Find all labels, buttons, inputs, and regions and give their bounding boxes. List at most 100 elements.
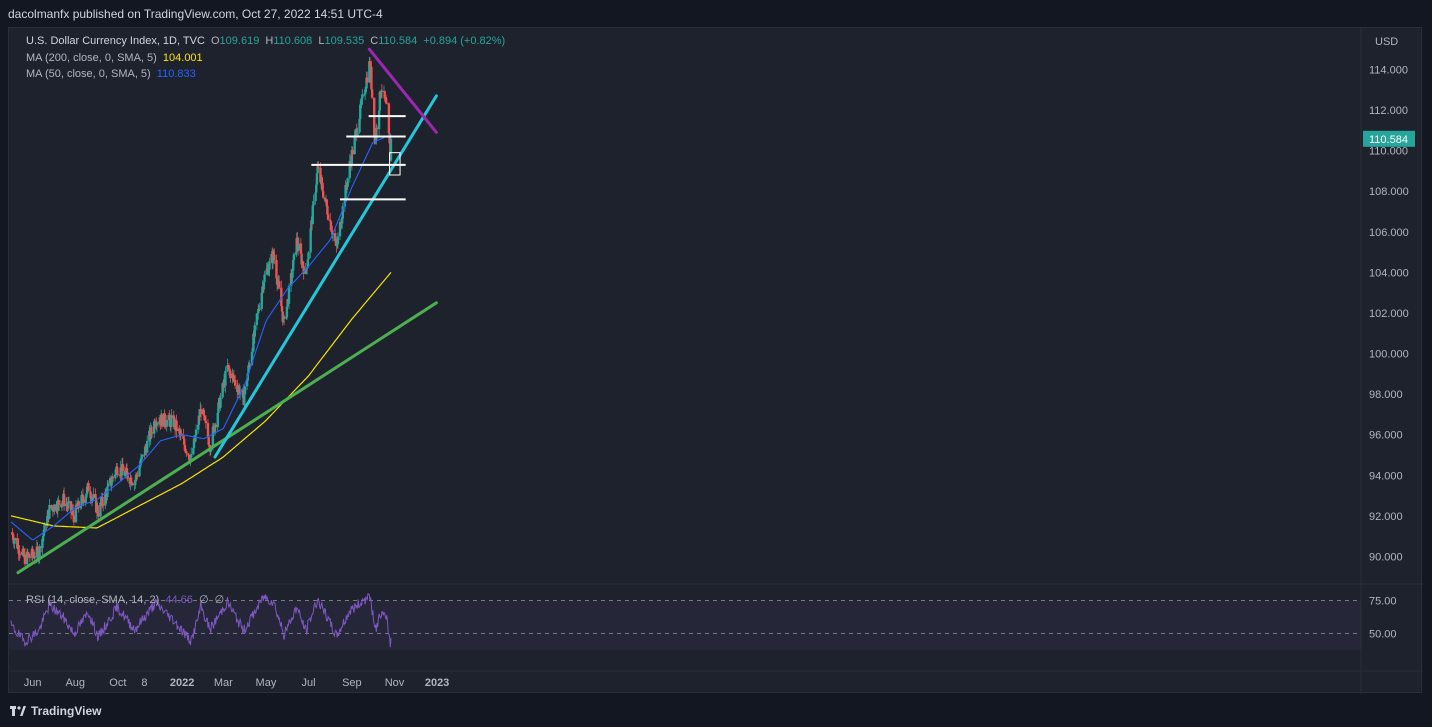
candle-body [25, 551, 29, 565]
candle-body [236, 388, 240, 392]
candle-body [333, 233, 337, 241]
candle-body [139, 464, 142, 468]
candle-body [345, 184, 348, 188]
candle-body [349, 160, 352, 162]
candle-body [302, 266, 305, 274]
candle-body [370, 89, 374, 98]
candle-body [344, 184, 347, 201]
candle-body [140, 457, 143, 459]
candle-body [79, 506, 83, 508]
candle-body [23, 554, 27, 565]
y-tick-label: 102.000 [1369, 308, 1409, 320]
candle-body [111, 477, 114, 483]
candle-body [202, 409, 205, 416]
candle-body [197, 415, 201, 425]
candle-body [245, 380, 249, 387]
y-tick-label: 108.000 [1369, 186, 1409, 198]
candle-body [350, 149, 354, 165]
candle-body [16, 538, 19, 549]
rsi-extra-2: ∅ [214, 594, 225, 606]
candle-body [187, 453, 190, 456]
candle-body [168, 415, 171, 420]
candle-body [124, 472, 127, 477]
candle-body [97, 513, 100, 517]
candle-body [369, 64, 372, 68]
last-price-tag [1363, 130, 1415, 147]
y-tick-label: 100.000 [1369, 349, 1409, 361]
candle-body [251, 351, 254, 353]
rsi-tick-label: 50.00 [1369, 629, 1397, 641]
candle-body [183, 438, 186, 445]
candle-body [273, 254, 276, 260]
candle-body [38, 546, 41, 557]
candle-body [211, 426, 215, 448]
candle-body [20, 551, 24, 555]
candle-body [356, 132, 359, 137]
candle-body [104, 491, 107, 506]
candle-body [278, 281, 281, 288]
candle-body [275, 278, 279, 285]
tradingview-logo[interactable]: TradingView [10, 704, 101, 718]
candle-body [41, 535, 45, 539]
candle-body [192, 448, 195, 455]
candle-body [341, 206, 344, 219]
candle-body [250, 352, 254, 365]
candle-body [294, 252, 298, 255]
candle-body [261, 286, 264, 293]
candle-body [41, 538, 44, 548]
candle-body [271, 251, 275, 264]
candle-body [125, 468, 129, 473]
price-chart[interactable]: 114.000 112.000 110.000 108.000 106.000 104.0… [9, 28, 1423, 694]
y-tick-label: 96.000 [1369, 430, 1403, 442]
candle-body [22, 548, 25, 557]
ohlc-legend: U.S. Dollar Currency Index, 1D, TVC O109… [26, 35, 508, 47]
candle-body [89, 491, 92, 498]
x-tick-label: Sep [342, 677, 362, 689]
candle-body [18, 554, 22, 556]
candle-body [214, 424, 217, 428]
candle-body [384, 98, 387, 100]
candle-body [115, 466, 119, 475]
candle-body [234, 380, 237, 386]
ma200-label: MA (200, close, 0, SMA, 5) [26, 52, 157, 64]
candle-body [326, 214, 330, 220]
y-tick-label: 92.000 [1369, 511, 1403, 523]
candle-body [299, 243, 303, 254]
candle-body [257, 308, 260, 314]
chart-panel[interactable]: 114.000 112.000 110.000 108.000 106.000 104.0… [8, 27, 1423, 694]
candle-body [321, 182, 324, 192]
last-price-label: 110.584 [1369, 134, 1408, 146]
candle-body [152, 421, 156, 434]
candle-body [255, 313, 259, 326]
candle-body [143, 446, 147, 456]
candle-body [99, 502, 102, 517]
candle-body [253, 325, 256, 337]
candle-body [228, 369, 231, 371]
candle-body [170, 415, 173, 419]
y-tick-label: 98.000 [1369, 389, 1403, 401]
candle-body [252, 333, 255, 352]
candle-body [194, 435, 197, 442]
candle-body [389, 138, 393, 161]
trendline-purple [367, 47, 438, 134]
candle-body [297, 243, 300, 251]
candle-body [345, 186, 349, 188]
candle-body [165, 420, 168, 427]
candle-body [335, 240, 338, 246]
candle-body [74, 504, 78, 523]
candle-body [309, 228, 312, 253]
candle-body [183, 444, 187, 451]
candle-body [285, 306, 289, 318]
axis-unit-label: USD [1375, 36, 1398, 48]
candle-body [13, 538, 17, 541]
candle-body [378, 91, 382, 111]
candle-body [114, 469, 117, 475]
candle-body [340, 223, 343, 228]
candle-body [268, 261, 271, 270]
candle-body [330, 230, 333, 232]
candle-body [291, 260, 295, 271]
candle-body [35, 546, 39, 558]
rsi-label: RSI (14, close, SMA, 14, 2) [26, 594, 160, 606]
candle-body [280, 306, 284, 312]
candle-body [134, 474, 138, 480]
